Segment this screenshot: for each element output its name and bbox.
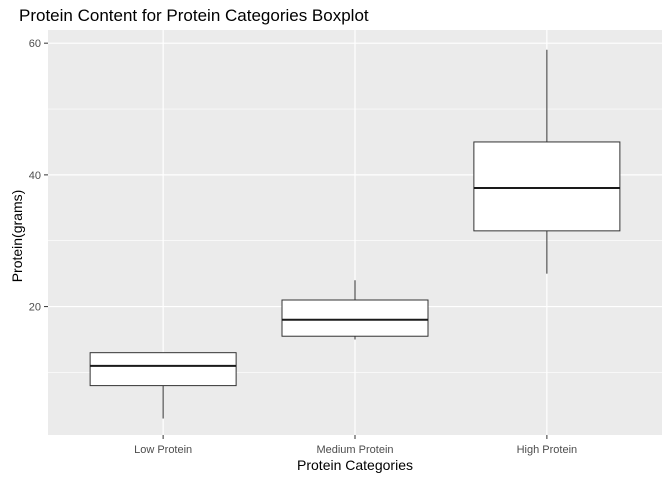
box-iqr bbox=[473, 141, 621, 232]
box-iqr bbox=[281, 299, 429, 337]
box-iqr bbox=[89, 352, 237, 387]
x-tick-label: Low Protein bbox=[134, 444, 192, 456]
box-medium-protein bbox=[281, 280, 429, 340]
x-tick-label: Medium Protein bbox=[316, 444, 393, 456]
box-high-protein bbox=[473, 49, 621, 274]
x-tick-label: High Protein bbox=[517, 444, 578, 456]
x-axis-label: Protein Categories bbox=[297, 457, 413, 473]
y-tick-label: 40 bbox=[29, 170, 41, 182]
y-tick-label: 60 bbox=[29, 38, 41, 50]
y-tick-label: 20 bbox=[29, 302, 41, 314]
box-low-protein bbox=[89, 352, 237, 419]
chart-title: Protein Content for Protein Categories B… bbox=[19, 6, 369, 25]
